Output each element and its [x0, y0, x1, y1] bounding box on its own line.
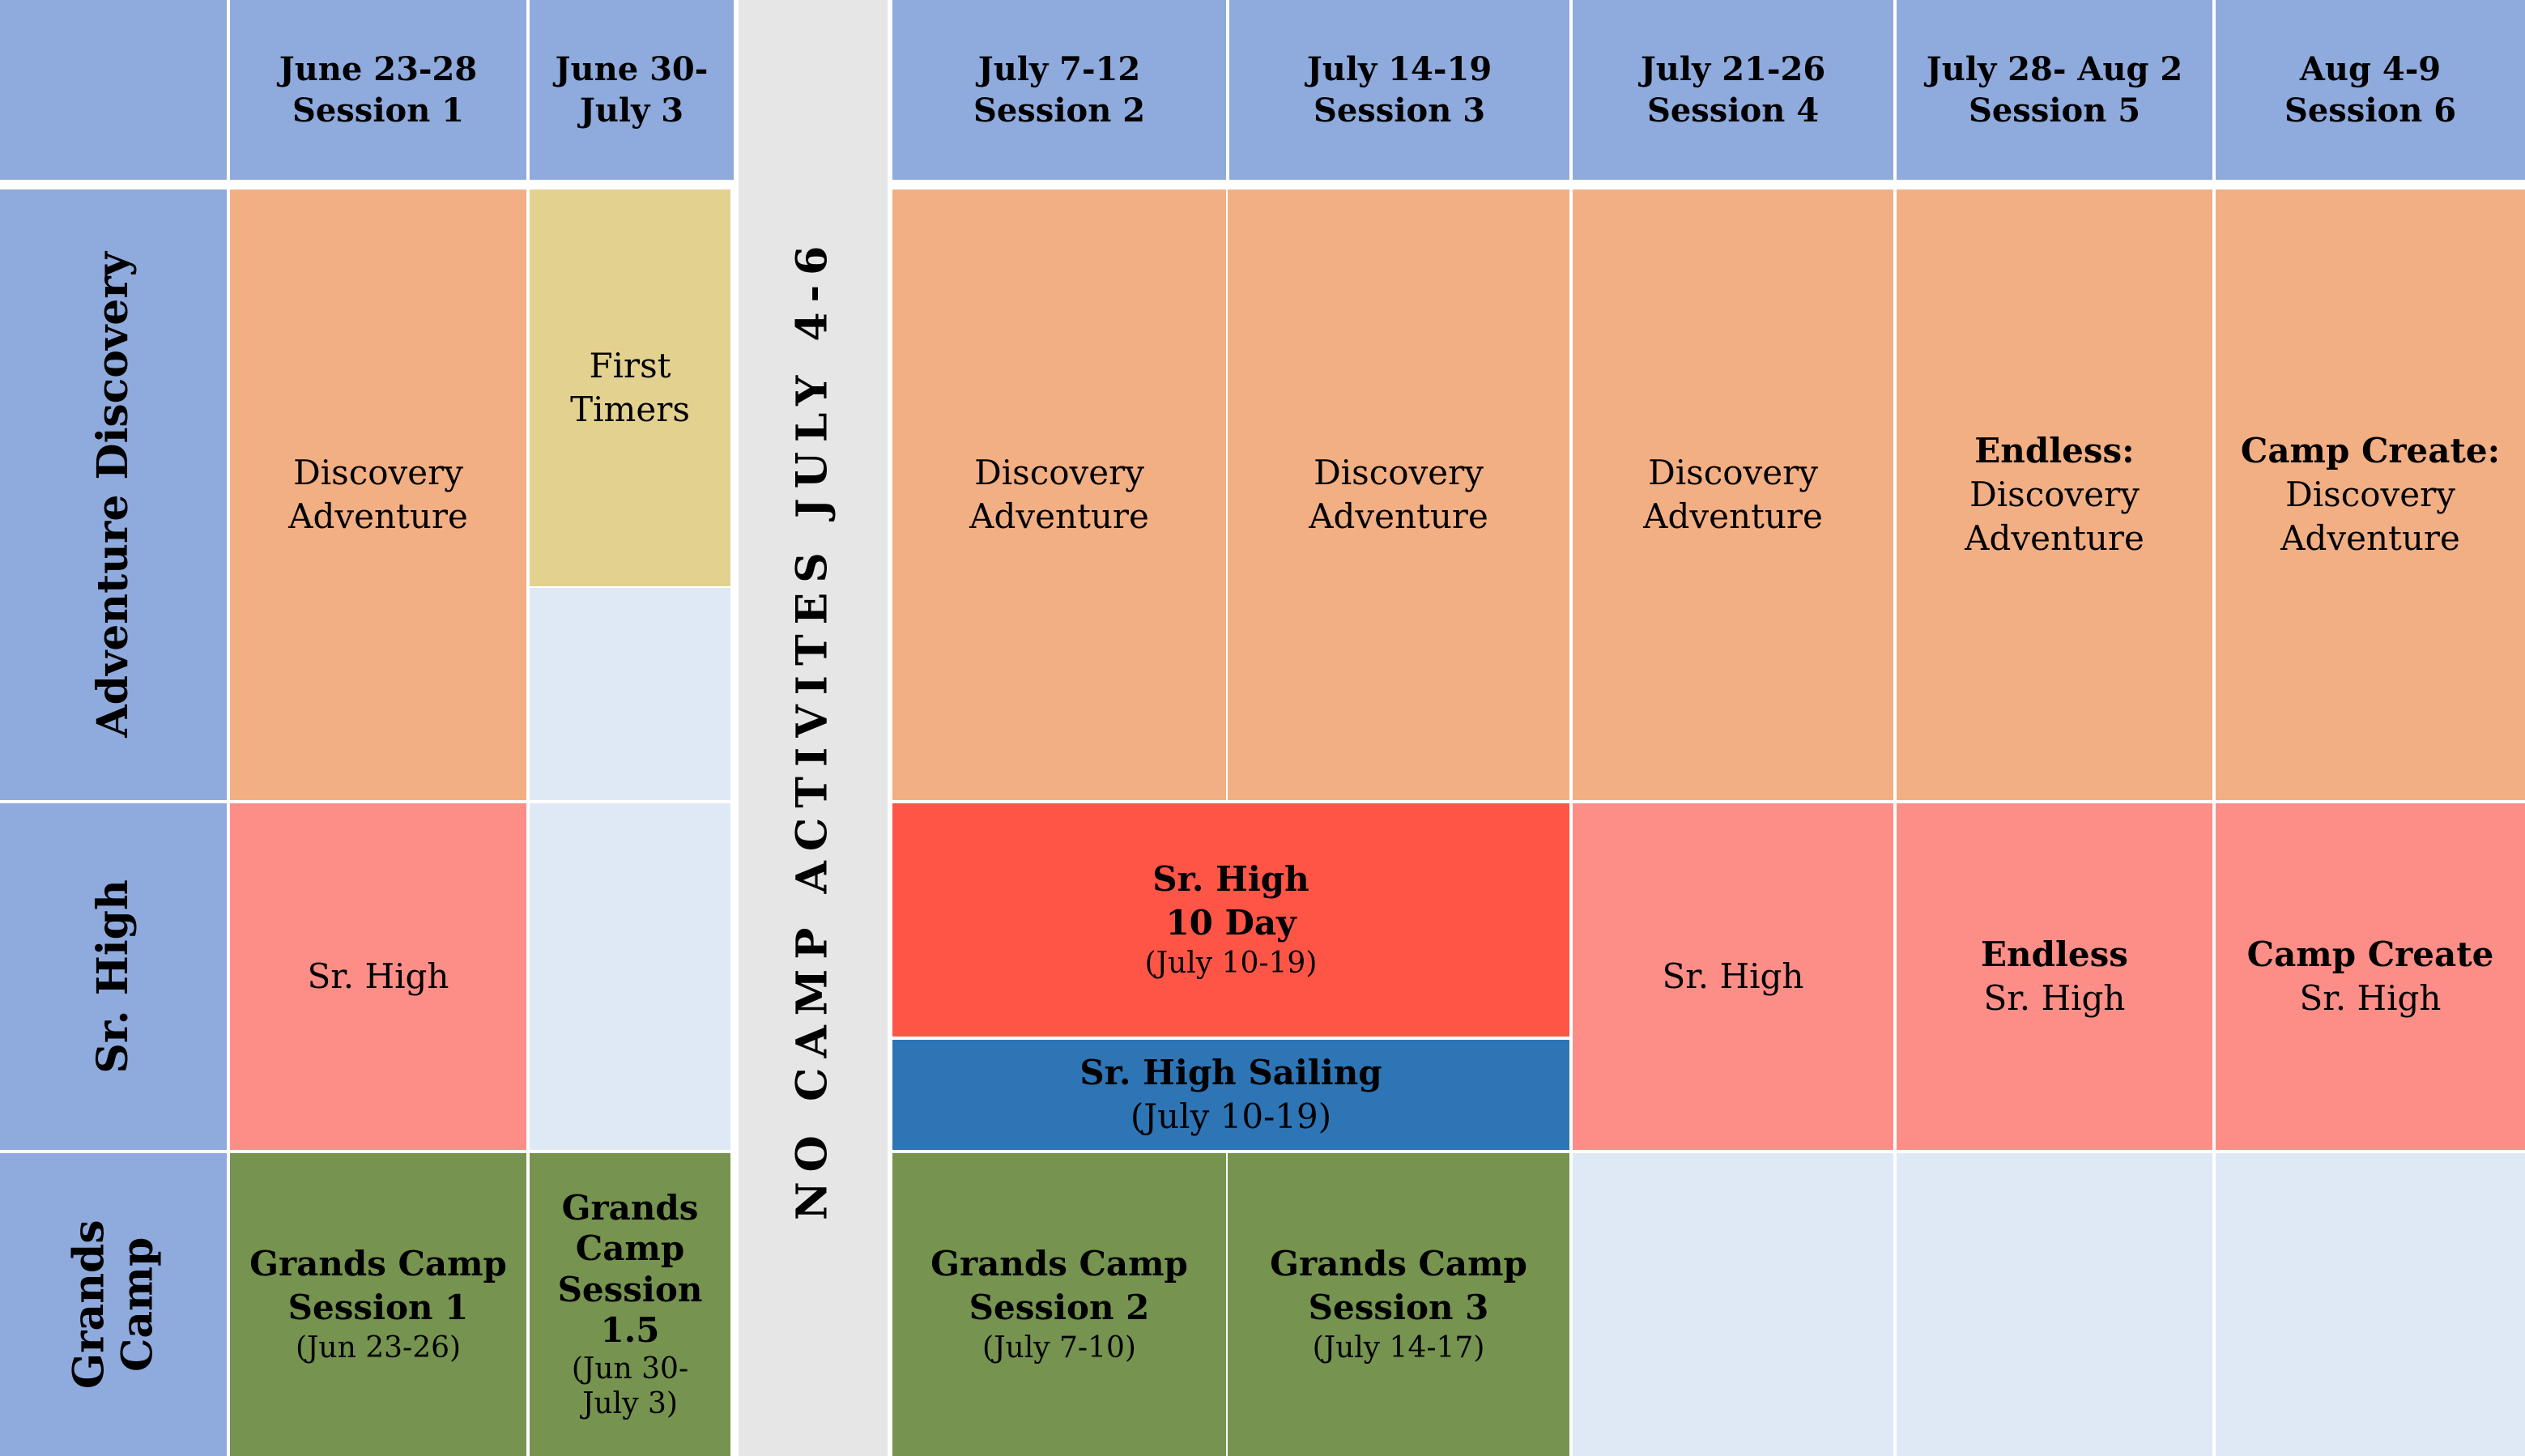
header-session: July 3	[579, 92, 684, 130]
sr-high-s4: Sr. High	[1573, 803, 1893, 1150]
row-label-text: Grands Camp	[64, 1220, 162, 1390]
cell-title: Camp	[575, 1228, 685, 1269]
cell-title: Camp Create:	[2240, 431, 2501, 471]
camp-create-sr-high: Camp Create Sr. High	[2216, 803, 2525, 1150]
row-label-text: Sr. High	[88, 879, 138, 1074]
cell-line: Sr. High	[1983, 978, 2126, 1018]
cell-line: Discovery	[1648, 453, 1818, 493]
header-dates: June 23-28	[279, 49, 478, 88]
discovery-adventure-s1: Discovery Adventure	[230, 189, 526, 800]
cell-line: Adventure	[288, 496, 468, 536]
header-session: Session 4	[1646, 92, 1820, 130]
cell-line: First	[589, 346, 671, 386]
cell-title: Grands Camp	[249, 1244, 507, 1284]
grands-camp-s1: Grands Camp Session 1 (Jun 23-26)	[230, 1153, 526, 1456]
empty-cell	[530, 803, 730, 1150]
header-session: Session 2	[973, 92, 1146, 130]
header-session-4: July 21-26 Session 4	[1573, 0, 1893, 180]
endless-sr-high: Endless Sr. High	[1897, 803, 2212, 1150]
cell-title: Grands Camp	[930, 1244, 1188, 1284]
cell-title: Session	[557, 1269, 703, 1309]
cell-line: Adventure	[1309, 496, 1488, 536]
cell-title: 1.5	[600, 1310, 660, 1351]
cell-line: Discovery	[2285, 475, 2455, 515]
cell-dates: (Jun 30-	[571, 1352, 689, 1386]
grands-camp-s2: Grands Camp Session 2 (July 7-10)	[892, 1153, 1226, 1456]
empty-cell	[530, 588, 730, 800]
sr-high-s1: Sr. High	[230, 803, 526, 1150]
cell-title: Camp Create	[2246, 934, 2494, 975]
camp-create-discovery-adventure: Camp Create: Discovery Adventure	[2216, 189, 2525, 800]
cell-title: Session 1	[287, 1287, 469, 1327]
no-camp-banner: NO CAMP ACTIVITES JULY 4-6	[739, 0, 888, 1456]
discovery-adventure-s3: Discovery Adventure	[1228, 189, 1569, 800]
header-dates: July 28- Aug 2	[1926, 49, 2183, 88]
cell-dates: (July 10-19)	[1130, 1096, 1332, 1136]
header-session-3: July 14-19 Session 3	[1229, 0, 1569, 180]
header-session: Session 3	[1313, 92, 1486, 130]
row-label-adventure: Adventure Discovery	[0, 189, 227, 800]
cell-line: Discovery	[974, 453, 1144, 493]
header-corner	[0, 0, 227, 180]
cell-line: Sr. High	[2299, 978, 2442, 1018]
cell-title: Endless:	[1974, 431, 2135, 471]
cell-dates: (July 10-19)	[1144, 946, 1318, 980]
sr-high-sailing: Sr. High Sailing (July 10-19)	[892, 1040, 1569, 1150]
cell-dates: (Jun 23-26)	[295, 1330, 462, 1364]
label-line: Grands	[64, 1220, 114, 1390]
header-session-5: July 28- Aug 2 Session 5	[1897, 0, 2212, 180]
label-line: Camp	[112, 1237, 162, 1373]
grands-camp-s3: Grands Camp Session 3 (July 14-17)	[1228, 1153, 1569, 1456]
cell-line: Sr. High	[307, 956, 449, 997]
header-session-6: Aug 4-9 Session 6	[2216, 0, 2525, 180]
grands-camp-s1-5: Grands Camp Session 1.5 (Jun 30- July 3)	[530, 1153, 730, 1456]
header-dates: July 21-26	[1640, 49, 1826, 88]
row-label-srhigh: Sr. High	[0, 803, 227, 1150]
cell-dates: July 3)	[582, 1386, 678, 1420]
cell-line: Adventure	[1643, 496, 1823, 536]
cell-line: Adventure	[969, 496, 1149, 536]
banner-text: NO CAMP ACTIVITES JULY 4-6	[787, 236, 837, 1220]
cell-line: Discovery	[1969, 475, 2140, 515]
cell-line: Discovery	[1314, 453, 1484, 493]
empty-cell	[1573, 1153, 1893, 1456]
empty-cell	[2216, 1153, 2525, 1456]
header-session-2: July 7-12 Session 2	[892, 0, 1226, 180]
empty-cell	[1897, 1153, 2212, 1456]
cell-dates: (July 7-10)	[982, 1330, 1136, 1364]
endless-discovery-adventure: Endless: Discovery Adventure	[1897, 189, 2212, 800]
cell-line: Adventure	[2280, 517, 2460, 558]
sr-high-10-day: Sr. High 10 Day (July 10-19)	[892, 803, 1569, 1037]
header-dates: June 30-	[555, 49, 709, 88]
header-dates: July 14-19	[1306, 49, 1492, 88]
cell-line: Discovery	[293, 453, 463, 493]
header-session: Session 6	[2284, 92, 2457, 130]
row-label-grands: Grands Camp	[0, 1153, 227, 1456]
discovery-adventure-s2: Discovery Adventure	[892, 189, 1226, 800]
header-dates: Aug 4-9	[2299, 49, 2442, 88]
cell-title: 10 Day	[1165, 902, 1297, 943]
header-session: Session 1	[292, 92, 465, 130]
row-label-text: Adventure Discovery	[88, 252, 138, 738]
header-session-1: June 23-28 Session 1	[230, 0, 526, 180]
cell-title: Endless	[1981, 934, 2128, 975]
header-dates: July 7-12	[977, 49, 1141, 88]
cell-title: Sr. High Sailing	[1079, 1053, 1382, 1093]
header-session: Session 5	[1968, 92, 2141, 130]
cell-dates: (July 14-17)	[1312, 1330, 1485, 1364]
cell-title: Session 3	[1308, 1287, 1489, 1327]
discovery-adventure-s4: Discovery Adventure	[1573, 189, 1893, 800]
cell-line: Sr. High	[1662, 956, 1804, 997]
header-session-1-5: June 30- July 3	[530, 0, 734, 180]
cell-title: Grands Camp	[1270, 1244, 1527, 1284]
first-timers: First Timers	[530, 189, 730, 586]
cell-line: Adventure	[1965, 517, 2144, 558]
cell-title: Grands	[561, 1188, 699, 1228]
cell-title: Sr. High	[1152, 859, 1309, 900]
cell-line: Timers	[570, 390, 690, 429]
cell-title: Session 2	[969, 1287, 1150, 1327]
